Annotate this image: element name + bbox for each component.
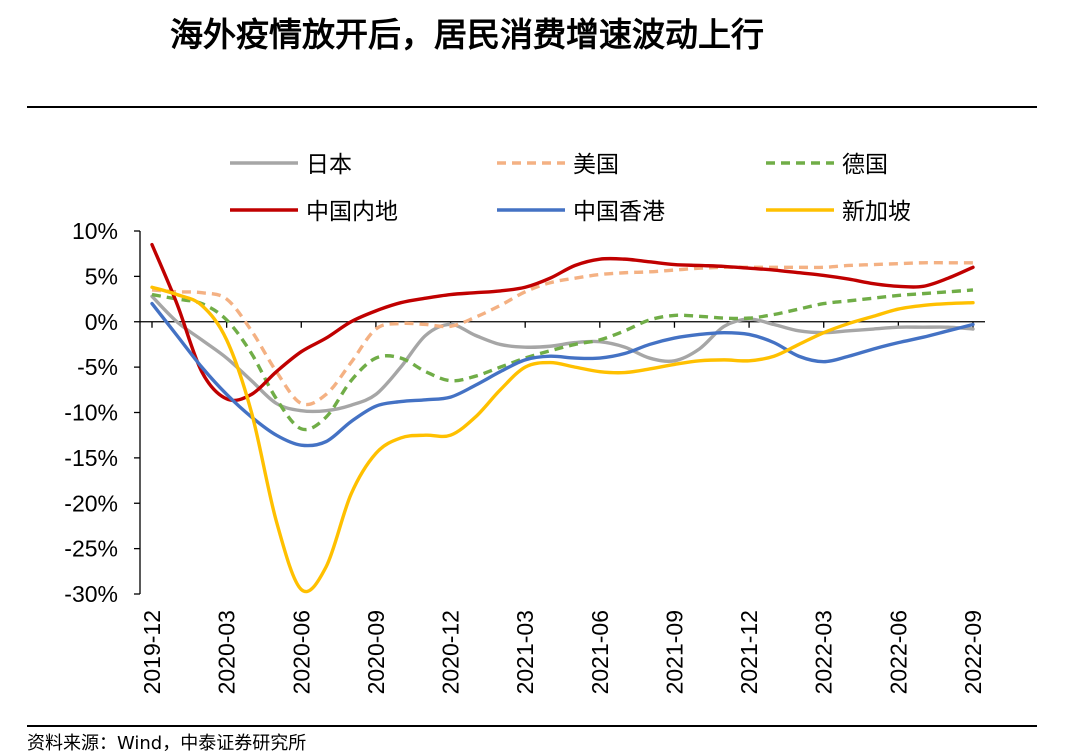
chart-title: 海外疫情放开后，居民消费增速波动上行 bbox=[170, 15, 764, 54]
x-tick-label: 2019-12 bbox=[139, 610, 165, 694]
x-tick-label: 2022-09 bbox=[960, 610, 986, 694]
bottom-rule bbox=[27, 725, 1037, 727]
y-tick-label: 5% bbox=[85, 263, 118, 289]
x-tick-label: 2021-06 bbox=[587, 610, 613, 694]
y-axis: 10% 5% 0% -5% -10% -15% -20% -25% -30% bbox=[64, 218, 141, 607]
y-tick-label: 0% bbox=[85, 309, 118, 335]
legend-label: 日本 bbox=[306, 152, 352, 178]
legend-label: 德国 bbox=[842, 152, 888, 178]
x-tick-label: 2022-06 bbox=[885, 610, 911, 694]
x-axis: 2019-12 2020-03 2020-06 2020-09 2020-12 2021-… bbox=[139, 321, 986, 694]
series-line-中国香港 bbox=[150, 301, 975, 448]
title-rule bbox=[27, 106, 1037, 108]
y-tick-label: -20% bbox=[64, 490, 118, 516]
series-lines bbox=[150, 242, 975, 594]
x-tick-label: 2020-09 bbox=[363, 610, 389, 694]
y-tick-label: -10% bbox=[64, 400, 118, 426]
y-tick-label: -15% bbox=[64, 445, 118, 471]
legend-label: 新加坡 bbox=[842, 199, 911, 225]
x-tick-label: 2020-12 bbox=[438, 610, 464, 694]
y-tick-label: -30% bbox=[64, 581, 118, 607]
series-line-中国内地 bbox=[150, 242, 975, 403]
source-note: 资料来源：Wind，中泰证券研究所 bbox=[27, 733, 307, 754]
y-tick-label: 10% bbox=[72, 218, 118, 244]
x-tick-label: 2022-03 bbox=[811, 610, 837, 694]
x-tick-label: 2020-03 bbox=[214, 610, 240, 694]
legend-label: 中国内地 bbox=[306, 199, 398, 225]
x-tick-label: 2021-09 bbox=[661, 610, 687, 694]
x-tick-label: 2021-12 bbox=[736, 610, 762, 694]
series-line-美国 bbox=[151, 260, 973, 407]
legend-label: 中国香港 bbox=[573, 199, 665, 225]
series-line-日本 bbox=[150, 294, 975, 414]
legend-label: 美国 bbox=[573, 152, 619, 178]
y-tick-label: -5% bbox=[77, 354, 118, 380]
x-tick-label: 2021-03 bbox=[512, 610, 538, 694]
series-line-新加坡 bbox=[150, 285, 975, 594]
y-tick-label: -25% bbox=[64, 536, 118, 562]
series-line-德国 bbox=[151, 288, 974, 432]
x-tick-label: 2020-06 bbox=[288, 610, 314, 694]
